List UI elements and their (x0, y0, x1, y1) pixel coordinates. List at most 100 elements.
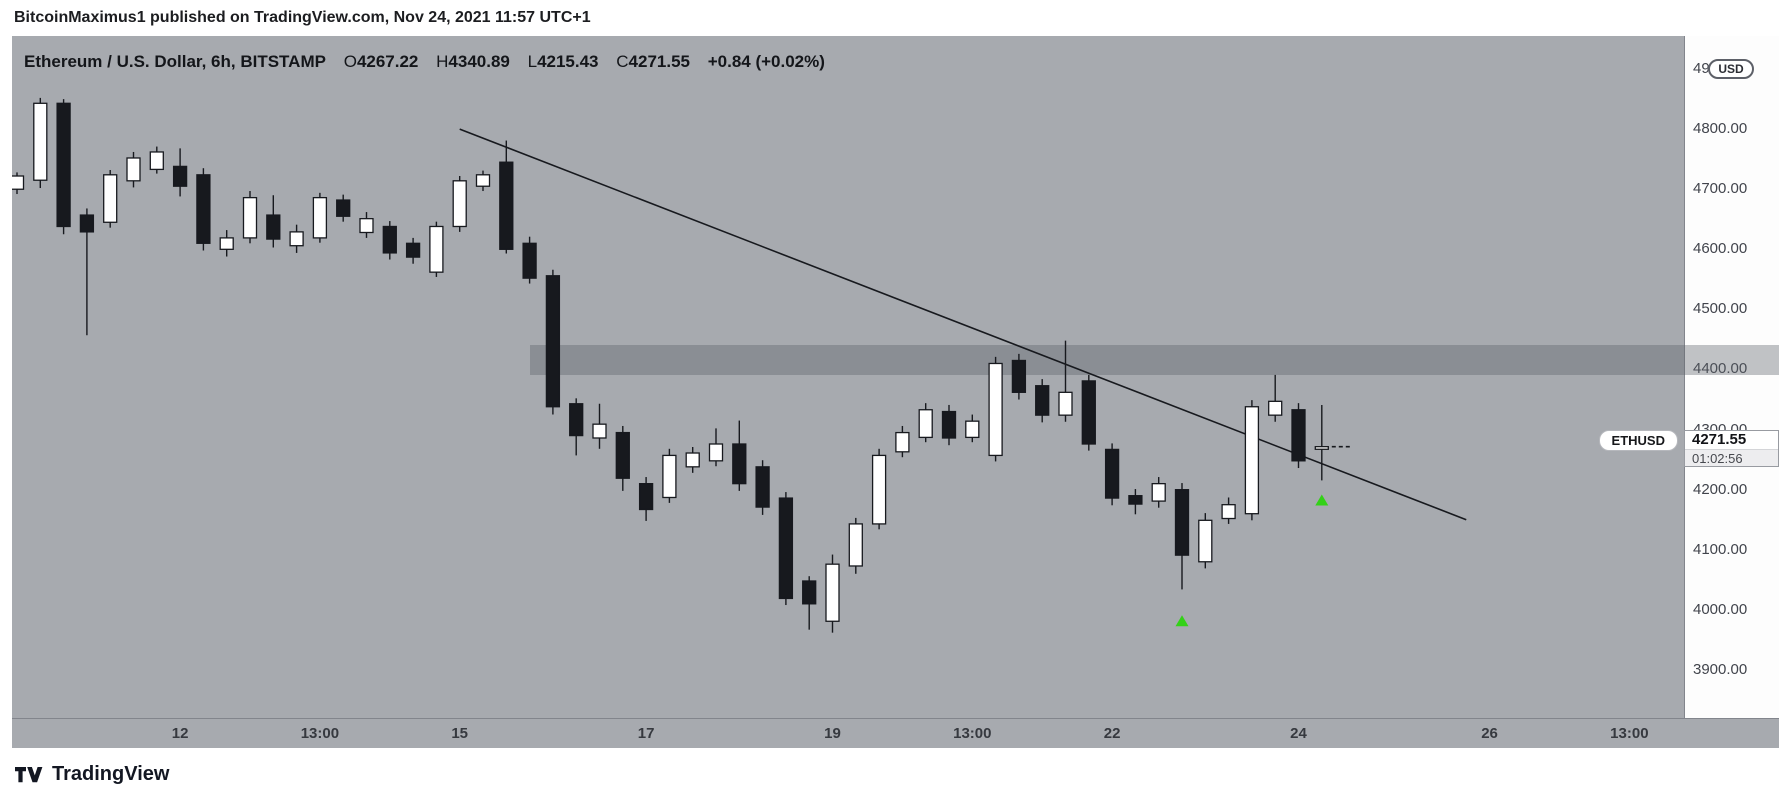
candle (405, 237, 421, 264)
last-price-value: 4271.55 (1685, 430, 1778, 449)
candle (988, 356, 1003, 462)
ohlc-letter: O (343, 52, 357, 71)
time-tick: 22 (1103, 725, 1121, 742)
footer-logo-link[interactable]: TradingView (14, 763, 169, 786)
time-tick: 17 (637, 725, 655, 742)
ohlc-value: 4340.89 (448, 52, 510, 71)
price-tick: 4600.00 (1693, 240, 1748, 258)
candle (569, 398, 584, 456)
price-tick: 4700.00 (1693, 180, 1748, 198)
candle (33, 97, 48, 189)
candle (895, 425, 910, 458)
candle (289, 224, 304, 253)
candle (918, 403, 933, 443)
time-tick: 26 (1481, 725, 1498, 742)
candle (312, 192, 328, 243)
candle (475, 170, 491, 192)
candle (1174, 483, 1190, 590)
candle (1011, 353, 1027, 400)
symbol-title[interactable]: Ethereum / U.S. Dollar, 6h, BITSTAMP (24, 52, 326, 71)
footer: TradingView (0, 748, 1791, 805)
price-tick: 4200.00 (1693, 480, 1748, 498)
candle (708, 428, 724, 467)
candle (12, 172, 25, 195)
time-tick: 13:00 (1610, 725, 1649, 742)
ohlc-open: O4267.22 (344, 52, 419, 71)
candle (685, 447, 700, 473)
candle (1268, 374, 1283, 422)
candle (1198, 513, 1213, 569)
time-tick: 12 (171, 725, 189, 742)
price-tick: 4100.00 (1693, 540, 1748, 558)
ohlc-low: L4215.43 (528, 52, 599, 71)
candle (1035, 379, 1050, 423)
candle (1081, 374, 1096, 451)
candle (755, 460, 770, 515)
price-pane[interactable] (12, 36, 1684, 718)
candle (79, 208, 95, 336)
candle (172, 148, 188, 197)
countdown-timer: 01:02:56 (1685, 448, 1778, 466)
candle (592, 403, 607, 449)
resistance-zone (529, 345, 1779, 376)
candle (56, 99, 71, 235)
candle (149, 146, 164, 174)
candle (196, 168, 211, 251)
ohlc-value: 4267.22 (356, 52, 419, 71)
candle (266, 195, 281, 248)
candle (778, 492, 794, 606)
price-axis[interactable]: 4900.004800.004700.004600.004500.004400.… (1684, 36, 1779, 718)
price-tick: 4800.00 (1693, 120, 1748, 138)
tradingview-wordmark: TradingView (52, 763, 170, 785)
tradingview-logo-icon (15, 766, 43, 782)
candle (662, 448, 677, 503)
price-change: +0.84 (+0.02%) (707, 52, 825, 71)
time-tick: 15 (451, 725, 469, 742)
time-tick: 19 (824, 725, 841, 742)
time-tick: 24 (1290, 725, 1307, 742)
buy-marker (1315, 494, 1329, 506)
candle (848, 517, 863, 574)
candle (732, 420, 747, 491)
candle (452, 176, 467, 232)
currency-toggle-badge[interactable]: USD (1708, 59, 1754, 80)
ohlc-value: 4271.55 (628, 52, 690, 71)
candle (941, 404, 957, 446)
time-axis[interactable]: 12 13:00 15 17 19 13:00 22 24 26 13:00 (12, 718, 1779, 748)
time-tick: 13:00 (300, 725, 340, 742)
candle (1128, 489, 1143, 515)
last-price-box: 4271.55 01:02:56 (1684, 429, 1779, 467)
price-tick: 4500.00 (1693, 300, 1748, 318)
price-tick: 4400.00 (1693, 360, 1748, 378)
candle (429, 221, 444, 277)
ohlc-letter: L (527, 52, 538, 71)
trendline (459, 128, 1467, 521)
symbol-price-pill: ETHUSD (1598, 429, 1678, 451)
ohlc-value: 4215.43 (537, 52, 599, 71)
candle (545, 269, 561, 415)
candle (336, 194, 351, 222)
candle (103, 169, 118, 228)
price-tick: 3900.00 (1693, 660, 1748, 678)
time-tick: 13:00 (953, 725, 992, 742)
candle (1104, 443, 1120, 506)
candle (1058, 340, 1073, 422)
candle (638, 477, 654, 521)
byline-link[interactable]: BitcoinMaximus1 published on TradingView… (14, 9, 591, 26)
ohlc-close: C4271.55 (616, 52, 690, 71)
candle (1244, 400, 1260, 521)
ohlc-high: H4340.89 (436, 52, 510, 71)
candle (126, 151, 141, 188)
candle (965, 414, 980, 443)
candle (615, 425, 630, 491)
chart-area: 4900.004800.004700.004600.004500.004400.… (12, 36, 1779, 748)
candle (802, 576, 817, 630)
candle (242, 191, 258, 244)
candle (1221, 497, 1236, 524)
candle (522, 236, 537, 284)
ohlc-letter: H (436, 52, 449, 71)
candle (382, 221, 397, 260)
candle (1314, 405, 1329, 481)
candle (359, 212, 374, 238)
legend: Ethereum / U.S. Dollar, 6h, BITSTAMP O42… (24, 52, 825, 72)
